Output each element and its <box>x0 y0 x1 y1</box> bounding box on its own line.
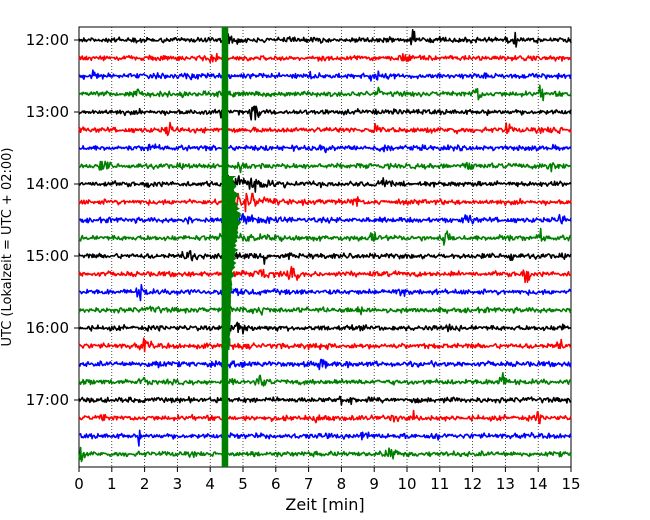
x-tick-label: 0 <box>74 475 84 493</box>
trace-row <box>78 395 572 406</box>
y-tick-label: 17:00 <box>26 391 69 409</box>
trace-row <box>78 29 572 48</box>
trace-group <box>78 29 572 463</box>
trace-row <box>78 192 572 213</box>
y-axis-label: UTC (Lokalzeit = UTC + 02:00) <box>0 148 15 347</box>
trace-row <box>78 409 572 425</box>
x-tick-label: 8 <box>337 475 347 493</box>
y-tick-label: 15:00 <box>26 247 69 265</box>
trace-row <box>78 284 572 302</box>
trace-row <box>78 143 572 154</box>
y-axis-ticks: 12:00 13:00 14:00 15:00 16:00 17:00 <box>26 31 79 409</box>
trace-row <box>78 69 572 82</box>
trace-row <box>78 121 572 137</box>
trace-row <box>78 321 572 335</box>
trace-row <box>78 266 572 284</box>
y-tick-label: 12:00 <box>26 31 69 49</box>
trace-row <box>78 227 572 246</box>
y-tick-label: 13:00 <box>26 103 69 121</box>
grid-lines <box>111 27 539 467</box>
trace-row <box>78 212 572 230</box>
x-tick-label: 1 <box>107 475 117 493</box>
y-tick-label: 16:00 <box>26 319 69 337</box>
x-axis-ticks: 0 1 2 3 4 5 6 7 8 9 10 11 12 13 14 15 <box>74 467 581 493</box>
trace-row <box>78 173 572 199</box>
x-tick-label: 13 <box>496 475 515 493</box>
trace-row <box>78 160 572 174</box>
x-tick-label: 4 <box>205 475 215 493</box>
x-tick-label: 12 <box>463 475 482 493</box>
event-coda-blob <box>221 176 242 350</box>
x-tick-label: 9 <box>369 475 379 493</box>
trace-row <box>79 429 572 447</box>
x-tick-label: 10 <box>397 475 416 493</box>
event-band <box>221 27 242 467</box>
plot-frame <box>78 26 572 468</box>
x-tick-label: 7 <box>304 475 314 493</box>
y-tick-label: 14:00 <box>26 175 69 193</box>
trace-row <box>78 52 571 64</box>
trace-row <box>78 337 572 353</box>
x-tick-label: 5 <box>238 475 248 493</box>
trace-row <box>78 446 572 463</box>
x-axis-label: Zeit [min] <box>285 495 364 514</box>
trace-row <box>78 105 572 121</box>
x-tick-label: 3 <box>173 475 183 493</box>
x-tick-label: 11 <box>430 475 449 493</box>
x-tick-label: 15 <box>561 475 580 493</box>
x-tick-label: 2 <box>140 475 150 493</box>
trace-row <box>78 250 572 265</box>
x-tick-label: 6 <box>271 475 281 493</box>
trace-row <box>79 358 572 371</box>
trace-row <box>78 305 572 316</box>
x-tick-label: 14 <box>529 475 548 493</box>
trace-row <box>78 84 572 102</box>
trace-row <box>78 372 572 387</box>
